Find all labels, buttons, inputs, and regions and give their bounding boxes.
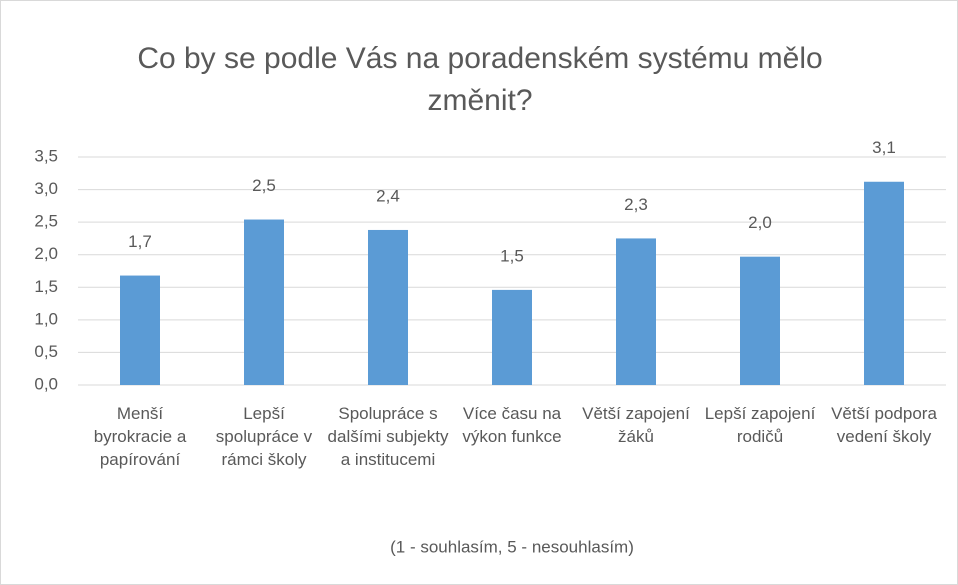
y-tick-label: 3,0: [34, 179, 58, 198]
y-tick-label: 0,0: [34, 374, 58, 393]
bar: [120, 275, 160, 385]
bar: [864, 181, 904, 385]
x-tick-label: Spolupráce s dalšími subjekty a instituc…: [327, 404, 449, 469]
x-tick-label: Lepší zapojení rodičů: [704, 404, 816, 446]
x-tick-box: Větší podpora vedení školy: [831, 404, 937, 446]
y-tick-label: 0,5: [34, 342, 58, 361]
x-tick-box: Lepší zapojení rodičů: [704, 404, 816, 446]
data-label: 2,4: [376, 186, 400, 205]
x-tick-box: Lepší spolupráce v rámci školy: [215, 404, 313, 469]
data-label: 2,5: [252, 176, 276, 195]
y-tick-label: 2,0: [34, 244, 58, 263]
chart-title: Co by se podle Vás na poradenském systém…: [137, 42, 823, 117]
data-label: 3,1: [872, 138, 896, 157]
x-tick-label: Větší podpora vedení školy: [831, 404, 937, 446]
x-tick-box: Menší byrokracie a papírování: [93, 404, 187, 469]
x-tick-box: Více času na výkon funkce: [462, 404, 562, 446]
data-label: 1,7: [128, 232, 152, 251]
data-label: 2,3: [624, 195, 648, 214]
bar: [244, 219, 284, 385]
x-tick-label: Lepší spolupráce v rámci školy: [215, 404, 313, 469]
x-tick-label: Větší zapojení žáků: [582, 404, 690, 446]
x-tick-label: Menší byrokracie a papírování: [93, 404, 187, 469]
x-tick-box: Větší zapojení žáků: [582, 404, 690, 446]
data-label: 2,0: [748, 213, 772, 232]
data-label: 1,5: [500, 246, 524, 265]
x-tick-label: Více času na výkon funkce: [462, 404, 562, 446]
title-box: Co by se podle Vás na poradenském systém…: [137, 42, 823, 117]
y-tick-label: 2,5: [34, 212, 58, 231]
bar: [740, 256, 780, 385]
bar: [492, 289, 532, 385]
y-tick-label: 1,5: [34, 277, 58, 296]
x-axis-label: (1 - souhlasím, 5 - nesouhlasím): [390, 537, 634, 556]
x-tick-box: Spolupráce s dalšími subjekty a instituc…: [327, 404, 449, 469]
bar: [368, 229, 408, 385]
bar: [616, 238, 656, 385]
y-tick-label: 3,5: [34, 146, 58, 165]
y-tick-label: 1,0: [34, 309, 58, 328]
